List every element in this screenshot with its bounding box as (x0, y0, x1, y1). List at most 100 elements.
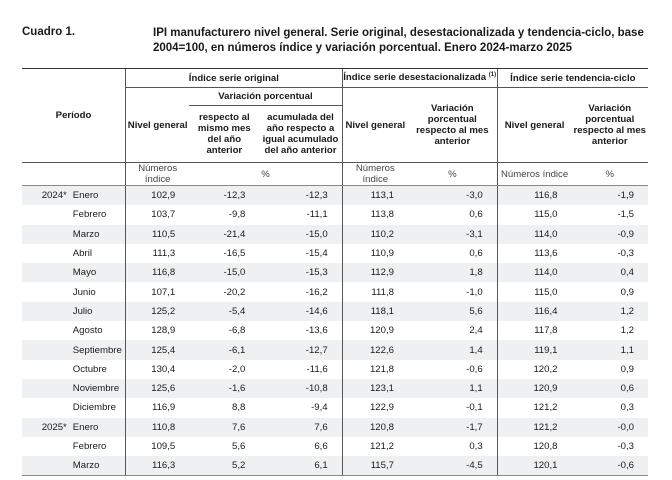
table-row: Julio 125,2 -5,4 -14,6 118,1 5,6 116,4 1,2 (22, 301, 648, 322)
ten-var-cell: 0,6 (571, 378, 648, 399)
ten-var-cell: -0,6 (571, 456, 648, 477)
des-var-cell: 1,1 (407, 378, 498, 399)
col-original: Índice serie original (125, 68, 343, 88)
des-index-cell: 113,1 (341, 185, 408, 206)
col-orig-resp-mes: respecto al mismo mes del año anterior (189, 105, 260, 163)
year-cell (22, 282, 70, 301)
des-var-cell: -0,1 (466, 402, 483, 414)
des-var-cell: -0,6 (466, 363, 483, 375)
table-row: Marzo 116,3 5,2 6,1 115,7 -4,5 120,1 -0,6 (22, 456, 648, 477)
orig-var-month-cell: -9,8 (228, 209, 246, 221)
table-row: Mayo 116,8 -15,0 -15,3 112,9 1,8 114,0 0,4 (22, 263, 648, 283)
ten-index-cell: 119,1 (496, 340, 572, 360)
orig-index-cell: 102,9 (125, 185, 190, 206)
caption-label: Cuadro 1. (22, 26, 76, 38)
des-index-cell: 123,1 (341, 378, 408, 399)
year-cell (22, 321, 70, 340)
des-index-cell: 110,9 (341, 243, 408, 264)
des-var-cell: -3,1 (407, 224, 498, 244)
orig-index-cell: 103,7 (125, 205, 190, 225)
orig-var-acum-cell: -12,3 (259, 185, 343, 206)
ten-index-cell: 120,1 (496, 456, 572, 477)
col-periodo: Período (22, 68, 126, 163)
ten-index-cell: 120,9 (496, 378, 572, 399)
month-cell: Noviembre (69, 378, 126, 399)
ten-index-cell: 116,4 (496, 301, 572, 322)
ipi-table: Período Índice serie original Índice ser… (22, 68, 648, 477)
orig-var-acum-cell: -11,1 (306, 209, 328, 221)
ten-var-cell: 0,4 (571, 263, 648, 283)
month-cell: Enero (69, 417, 126, 437)
orig-var-month-cell: -1,6 (189, 378, 260, 399)
orig-var-month-cell: -5,4 (189, 301, 260, 322)
des-var-cell: 0,6 (469, 209, 483, 221)
orig-var-acum-cell: -10,8 (259, 378, 343, 399)
ten-var-cell: -0,9 (571, 224, 648, 244)
ten-var-cell: -0,3 (617, 248, 634, 260)
orig-index-cell: 130,4 (125, 359, 190, 379)
col-tendencia: Índice serie tendencia-ciclo (496, 68, 648, 88)
month-cell: Diciembre (72, 402, 116, 414)
orig-index-cell: 116,9 (125, 398, 190, 418)
col-des-var: Variación porcentual respecto al mes ant… (407, 87, 498, 163)
orig-var-acum-cell: -9,4 (311, 402, 328, 414)
ten-var-cell: -0,0 (571, 417, 648, 437)
ten-var-cell: 1,2 (571, 301, 648, 322)
table-row: Abril 111,3 -16,5 -15,4 110,9 0,6 113,6 -0,3 (22, 243, 648, 264)
ten-var-cell: 0,3 (620, 402, 634, 414)
ten-index-cell: 115,0 (496, 282, 572, 302)
month-cell: Septiembre (69, 340, 126, 360)
des-var-cell: 0,3 (469, 441, 483, 452)
orig-index-cell: 125,2 (125, 301, 190, 322)
year-cell (22, 205, 70, 224)
col-ten-var: Variación porcentual respecto al mes ant… (571, 87, 648, 163)
orig-index-cell: 107,1 (125, 282, 190, 302)
col-des-nivel: Nivel general (341, 87, 408, 163)
des-var-cell: 1,4 (407, 340, 498, 360)
year-cell (22, 456, 70, 477)
ten-index-cell: 113,6 (496, 243, 572, 264)
year-cell (22, 301, 70, 322)
year-cell (22, 378, 70, 399)
year-cell (22, 263, 70, 283)
des-index-cell: 122,6 (341, 340, 408, 360)
ten-index-cell: 120,2 (496, 359, 572, 379)
orig-index-cell: 125,6 (125, 378, 190, 399)
des-index-cell: 113,8 (341, 205, 408, 225)
table-row: Diciembre 116,9 8,8 -9,4 122,9 -0,1 121,2 0,3 (22, 398, 648, 418)
des-index-cell: 121,2 (341, 436, 408, 457)
month-cell: Abril (72, 248, 92, 260)
orig-var-month-cell: -12,3 (189, 185, 260, 206)
orig-var-acum-cell: -14,6 (259, 301, 343, 322)
orig-var-acum-cell: -15,4 (305, 248, 328, 260)
col-orig-acum: acumulada del año respecto a igual acumu… (259, 105, 343, 163)
table-caption: Cuadro 1. IPI manufacturero nivel genera… (22, 26, 662, 60)
des-var-cell: 1,8 (407, 263, 498, 283)
orig-var-month-cell: -16,5 (223, 248, 246, 260)
ten-var-cell: -1,9 (571, 185, 648, 206)
col-ten-nivel: Nivel general (496, 87, 572, 163)
ten-index-cell: 117,8 (496, 321, 572, 341)
des-index-cell: 112,9 (341, 263, 408, 283)
year-cell (22, 437, 70, 456)
orig-var-acum-cell: 7,6 (259, 417, 343, 437)
table-row: Septiembre 125,4 -6,1 -12,7 122,6 1,4 119,1 1,1 (22, 340, 648, 360)
orig-index-cell: 128,9 (125, 321, 190, 341)
month-cell: Mayo (69, 263, 126, 283)
orig-var-acum-cell: 6,6 (314, 441, 328, 452)
unit-pct: % (407, 162, 498, 186)
table-row: 2025* Enero 110,8 7,6 7,6 120,8 -1,7 121,2 -0,0 (22, 417, 648, 437)
unit-numeros: Números índice (125, 162, 190, 186)
ten-index-cell: 120,8 (496, 436, 572, 457)
table-row: Febrero 103,7 -9,8 -11,1 113,8 0,6 115,0 -1,5 (22, 205, 648, 225)
month-cell: Julio (69, 301, 126, 322)
des-index-cell: 122,9 (341, 398, 408, 418)
ten-index-cell: 115,0 (496, 205, 572, 225)
col-desest: Índice serie desestacionalizada (1) (341, 68, 498, 88)
des-index-cell: 111,8 (341, 282, 408, 302)
month-cell: Agosto (72, 325, 103, 337)
table-row: 2024* Enero 102,9 -12,3 -12,3 113,1 -3,0 116,8-… (22, 185, 648, 206)
orig-var-acum-cell: -16,2 (305, 286, 328, 298)
ten-var-cell: 1,2 (620, 325, 634, 337)
orig-var-acum-cell: -13,6 (305, 325, 328, 337)
